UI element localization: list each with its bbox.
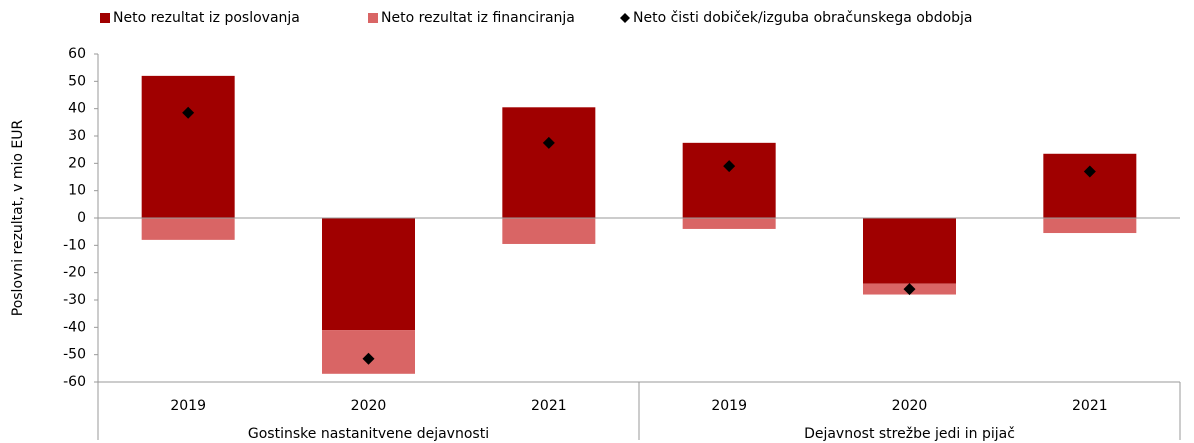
bar — [863, 218, 956, 284]
diamond-marker — [362, 352, 375, 365]
x-tick-label: 2019 — [711, 398, 747, 414]
legend-swatch — [620, 13, 630, 23]
diamond-marker — [542, 136, 555, 149]
legend-label: Neto rezultat iz financiranja — [381, 10, 575, 26]
y-tick-label: 50 — [68, 73, 86, 89]
bar — [1043, 218, 1137, 234]
y-tick-label: 0 — [77, 210, 86, 226]
y-tick-label: -40 — [63, 319, 86, 335]
y-tick-label: -20 — [63, 265, 86, 281]
y-tick-label: 60 — [68, 46, 86, 62]
bar — [682, 218, 776, 229]
legend-swatch — [368, 13, 378, 23]
y-tick-label: -10 — [63, 237, 86, 253]
group-label: Dejavnost strežbe jedi in pijač — [804, 426, 1015, 442]
bar — [141, 75, 235, 218]
group-label: Gostinske nastanitvene dejavnosti — [248, 426, 489, 442]
y-tick-label: 40 — [68, 101, 86, 117]
y-tick-label: -60 — [63, 374, 86, 390]
x-tick-label: 2020 — [892, 398, 928, 414]
y-tick-label: -50 — [63, 347, 86, 363]
bar — [141, 218, 235, 240]
diamond-marker — [182, 106, 195, 119]
legend-label: Neto čisti dobiček/izguba obračunskega o… — [633, 10, 973, 26]
diamond-marker — [1083, 165, 1096, 178]
x-tick-label: 2021 — [531, 398, 567, 414]
bar — [1043, 153, 1137, 218]
bar — [682, 142, 776, 218]
y-axis-title: Poslovni rezultat, v mio EUR — [10, 119, 26, 316]
bar — [322, 330, 415, 374]
legend-label: Neto rezultat iz poslovanja — [113, 10, 300, 26]
legend-swatch — [100, 13, 110, 23]
x-tick-label: 2020 — [351, 398, 387, 414]
diamond-marker — [903, 283, 916, 296]
bar — [502, 107, 596, 218]
y-tick-label: 30 — [68, 128, 86, 144]
bar — [322, 218, 415, 331]
y-tick-label: 20 — [68, 155, 86, 171]
y-tick-label: 10 — [68, 183, 86, 199]
x-tick-label: 2021 — [1072, 398, 1108, 414]
y-tick-label: -30 — [63, 292, 86, 308]
x-tick-label: 2019 — [170, 398, 206, 414]
diamond-marker — [723, 160, 736, 173]
bar — [502, 218, 596, 244]
